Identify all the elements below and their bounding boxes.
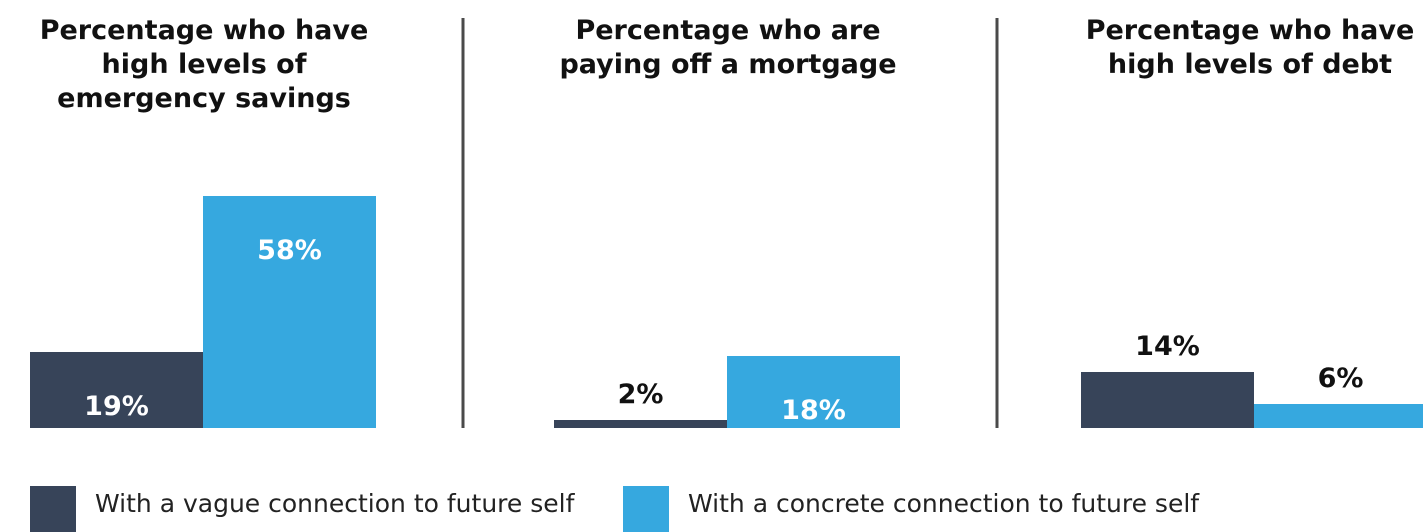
bar-mortgage-vague <box>554 420 727 428</box>
data-label-emergency-savings-concrete: 58% <box>257 235 322 266</box>
legend-label-concrete: With a concrete connection to future sel… <box>688 489 1200 518</box>
bar-debt-concrete <box>1254 404 1423 428</box>
panel-title-emergency-savings: Percentage who have high levels of emerg… <box>39 15 369 114</box>
data-label-debt-concrete: 6% <box>1318 363 1364 394</box>
bar-debt-vague <box>1081 372 1254 428</box>
legend-label-vague: With a vague connection to future self <box>95 489 575 518</box>
data-label-debt-vague: 14% <box>1135 331 1200 362</box>
bar-emergency-savings-concrete <box>203 196 376 428</box>
data-label-mortgage-concrete: 18% <box>781 395 846 426</box>
panel-title-debt: Percentage who have high levels of debt <box>1085 15 1415 80</box>
data-label-emergency-savings-vague: 19% <box>84 391 149 422</box>
legend-swatch-concrete <box>623 486 669 532</box>
bar-emergency-savings-vague <box>30 352 203 428</box>
data-label-mortgage-vague: 2% <box>618 379 664 410</box>
bar-mortgage-concrete <box>727 356 900 428</box>
legend-swatch-vague <box>30 486 76 532</box>
panel-title-mortgage: Percentage who are paying off a mortgage <box>559 15 897 80</box>
